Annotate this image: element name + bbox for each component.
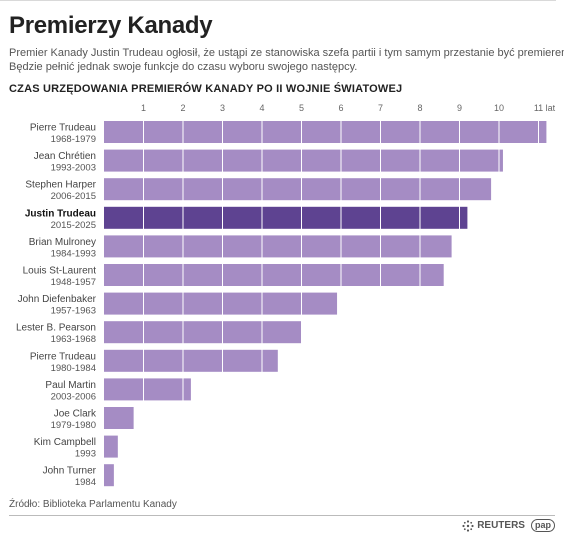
logos: REUTERS pap [462, 519, 555, 532]
bar-years-label: 1980-1984 [51, 363, 96, 374]
x-tick-label: 5 [299, 103, 304, 113]
bar-years-label: 1979-1980 [51, 420, 96, 431]
bar [104, 264, 444, 286]
source-note: Źródło: Biblioteka Parlamentu Kanady [9, 499, 177, 510]
bar-name-label: Pierre Trudeau [30, 351, 96, 362]
top-rule [0, 0, 556, 1]
x-tick-label: 11 lat [534, 103, 556, 113]
bar [104, 235, 452, 258]
bar-name-label: Brian Mulroney [29, 237, 96, 248]
bar [104, 349, 278, 372]
bar-name-label: Louis St-Laurent [23, 266, 97, 277]
page-title: Premierzy Kanady [9, 12, 213, 39]
bar-years-label: 1963-1968 [51, 334, 96, 345]
x-tick-label: 1 [141, 103, 146, 113]
bar-name-label: Joe Clark [54, 409, 97, 420]
bar [104, 149, 503, 172]
x-tick-label: 9 [457, 103, 462, 113]
bar-years-label: 2015-2025 [51, 220, 96, 231]
x-tick-label: 3 [220, 103, 225, 113]
reuters-logo: REUTERS [462, 519, 525, 532]
chart-title: CZAS URZĘDOWANIA PREMIERÓW KANADY PO II … [9, 83, 403, 95]
bar-years-label: 2003-2006 [51, 391, 96, 402]
x-tick-label: 2 [180, 103, 185, 113]
bar-name-label: Pierre Trudeau [30, 123, 96, 134]
bar [104, 178, 492, 201]
bar [104, 292, 338, 315]
bar-name-label: Stephen Harper [25, 180, 96, 191]
bar-years-label: 1993-2003 [51, 163, 96, 174]
bar [104, 464, 114, 487]
bar-years-label: 1984 [75, 477, 96, 488]
subtitle-line-2: Będzie pełnić jednak swoje funkcje do cz… [9, 61, 358, 73]
bar-name-label: Kim Campbell [34, 437, 96, 448]
bar-years-label: 1984-1993 [51, 248, 96, 259]
bar-name-label: Jean Chrétien [34, 151, 96, 162]
subtitle-line-1: Premier Kanady Justin Trudeau ogłosił, ż… [9, 47, 564, 59]
bar-name-label: Justin Trudeau [25, 208, 96, 219]
bottom-rule [9, 515, 555, 516]
bar-years-label: 1957-1963 [51, 306, 96, 317]
subtitle: Premier Kanady Justin Trudeau ogłosił, ż… [9, 46, 564, 74]
bar-years-label: 2006-2015 [51, 191, 96, 202]
bar [104, 121, 547, 143]
bar [104, 321, 302, 344]
reuters-dots-icon [462, 519, 474, 532]
x-tick-label: 6 [338, 103, 343, 113]
bar [104, 378, 191, 401]
x-tick-label: 10 [494, 103, 504, 113]
bar-years-label: 1968-1979 [51, 134, 96, 145]
x-tick-label: 8 [417, 103, 422, 113]
bar [104, 407, 134, 429]
bar-years-label: 1993 [75, 449, 96, 460]
bar-name-label: Paul Martin [45, 380, 96, 391]
bar-years-label: 1948-1957 [51, 277, 96, 288]
bar-name-label: Lester B. Pearson [16, 323, 96, 334]
bar [104, 206, 468, 229]
x-tick-label: 7 [378, 103, 383, 113]
pap-logo: pap [530, 519, 555, 532]
bar-name-label: John Diefenbaker [18, 294, 97, 305]
bar-name-label: John Turner [43, 466, 97, 477]
reuters-label: REUTERS [477, 520, 525, 531]
bar [104, 435, 118, 458]
x-tick-label: 4 [259, 103, 264, 113]
